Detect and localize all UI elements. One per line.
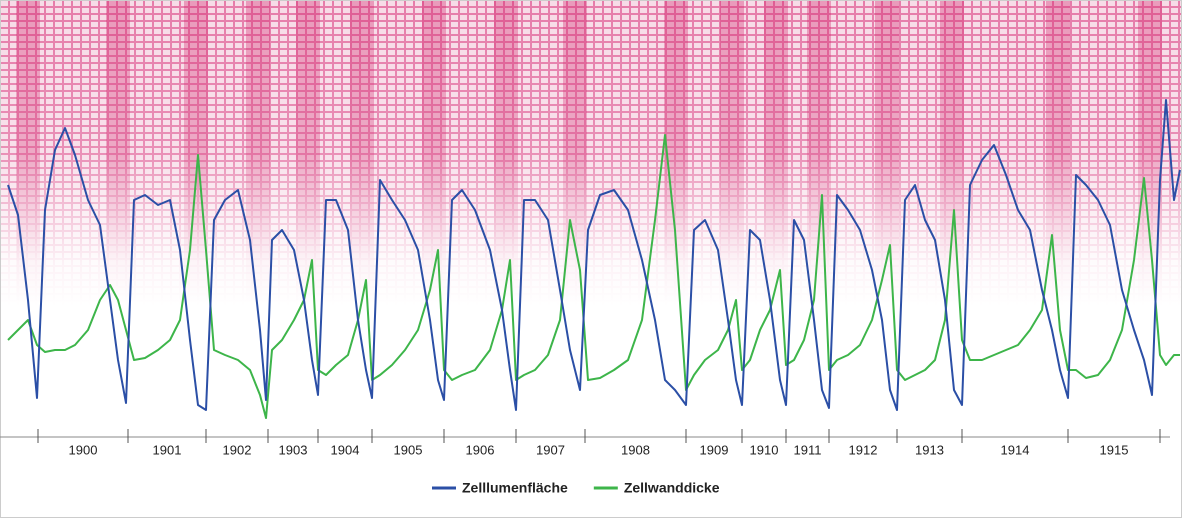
x-tick-label: 1910 (750, 442, 779, 457)
x-tick-label: 1912 (849, 442, 878, 457)
legend-label: Zelllumenfläche (462, 480, 568, 496)
x-tick-label: 1907 (536, 442, 565, 457)
x-tick-label: 1900 (69, 442, 98, 457)
series-line (7, 99, 1181, 411)
wood-background (1, 1, 1181, 437)
x-tick-label: 1914 (1001, 442, 1030, 457)
x-tick-label: 1915 (1100, 442, 1129, 457)
x-tick-label: 1903 (279, 442, 308, 457)
x-tick-label: 1911 (794, 442, 822, 457)
x-tick-label: 1913 (915, 442, 944, 457)
x-tick-label: 1905 (394, 442, 423, 457)
series-line (7, 134, 1180, 419)
x-tick-label: 1909 (700, 442, 729, 457)
legend-label: Zellwanddicke (624, 480, 720, 496)
x-tick-label: 1904 (331, 442, 360, 457)
x-tick-label: 1902 (223, 442, 252, 457)
x-tick-label: 1908 (621, 442, 650, 457)
x-tick-label: 1906 (466, 442, 495, 457)
x-tick-label: 1901 (153, 442, 182, 457)
